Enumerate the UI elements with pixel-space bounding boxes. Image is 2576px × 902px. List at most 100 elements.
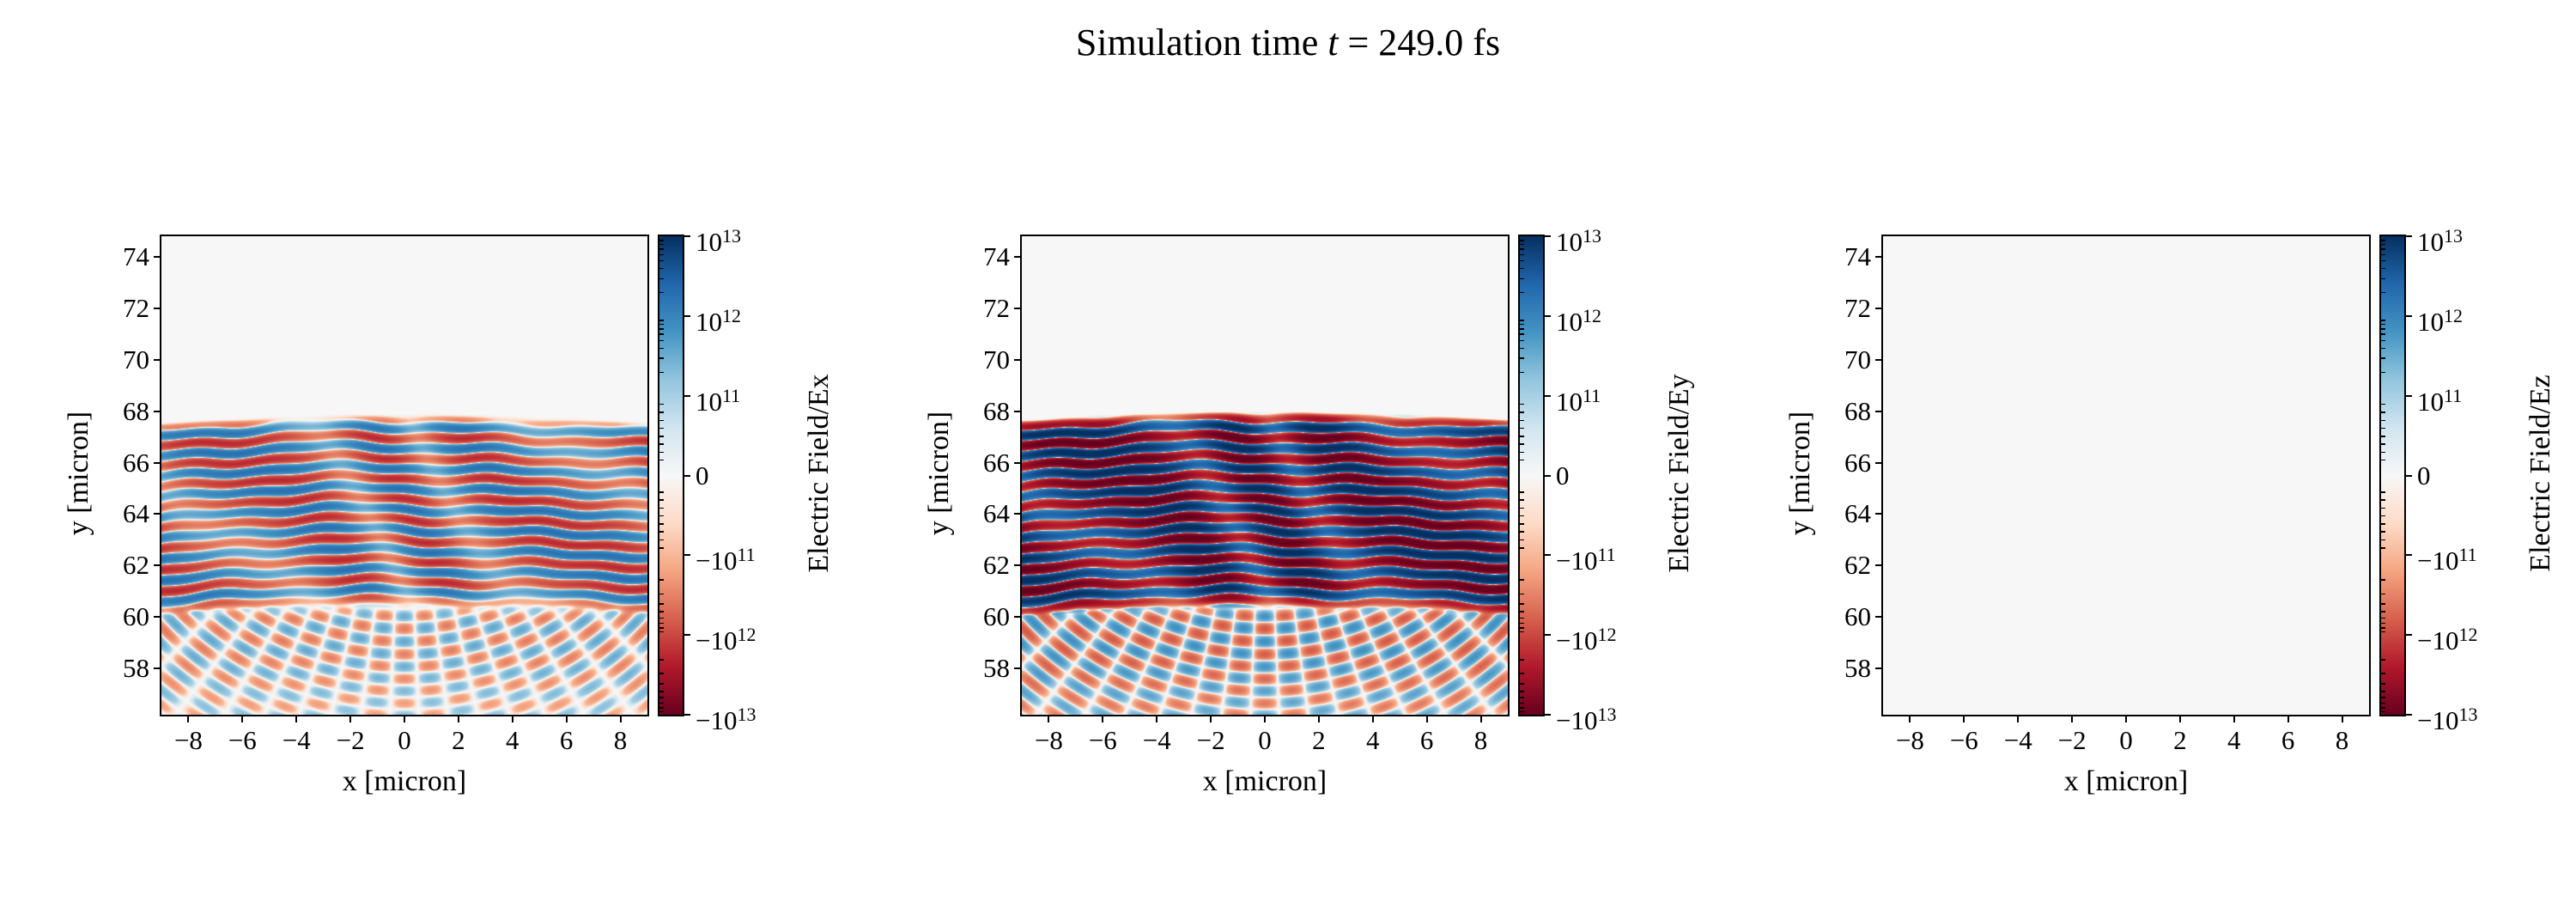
x-tick-label: 2 bbox=[1312, 725, 1326, 755]
colorbar-minor-tick bbox=[659, 248, 664, 250]
colorbar-minor-tick bbox=[2381, 411, 2385, 413]
x-tick-label: 4 bbox=[506, 725, 519, 755]
colorbar-tick-label: −1011 bbox=[1556, 544, 1616, 576]
colorbar-minor-tick bbox=[1520, 357, 1524, 359]
colorbar-minor-tick bbox=[2381, 339, 2385, 342]
colorbar-tick-label: −1011 bbox=[2417, 544, 2477, 576]
colorbar-tick-label: −1013 bbox=[696, 704, 756, 735]
colorbar-minor-tick bbox=[659, 523, 664, 525]
colorbar-minor-tick bbox=[2381, 593, 2385, 595]
colorbar-minor-tick bbox=[1520, 253, 1524, 256]
colorbar-minor-tick bbox=[659, 593, 664, 595]
colorbar-minor-tick bbox=[1520, 443, 1524, 445]
x-tick bbox=[241, 716, 244, 722]
colorbar-minor-tick bbox=[1520, 371, 1524, 374]
colorbar-minor-tick bbox=[2381, 622, 2385, 625]
colorbar-minor-tick bbox=[2381, 253, 2385, 256]
colorbar-minor-tick bbox=[1520, 459, 1524, 461]
colorbar-minor-tick bbox=[659, 710, 664, 713]
x-axis-label: x [micron] bbox=[1202, 765, 1327, 797]
colorbar-minor-tick bbox=[2381, 539, 2385, 541]
colorbar-major-tick bbox=[2406, 235, 2412, 237]
colorbar-minor-tick bbox=[2381, 707, 2385, 709]
colorbar-minor-tick bbox=[1520, 710, 1524, 713]
x-tick bbox=[2125, 716, 2127, 722]
colorbar-minor-tick bbox=[659, 603, 664, 605]
colorbar-minor-tick bbox=[659, 427, 664, 430]
colorbar-major-tick bbox=[1545, 714, 1551, 716]
y-tick bbox=[1875, 513, 1881, 515]
colorbar-major-tick bbox=[684, 714, 690, 716]
colorbar-minor-tick bbox=[2381, 515, 2385, 517]
tick-exponent: 11 bbox=[722, 384, 741, 406]
x-tick bbox=[619, 716, 622, 722]
x-tick-label: −6 bbox=[1949, 725, 1978, 755]
colorbar-minor-tick bbox=[659, 240, 664, 241]
tick-exponent: 12 bbox=[2458, 624, 2478, 646]
x-tick-label: −4 bbox=[282, 725, 311, 755]
colorbar-major-tick bbox=[2406, 554, 2412, 557]
x-tick-label: −2 bbox=[336, 725, 365, 755]
y-tick-label: 74 bbox=[983, 241, 1010, 271]
x-tick-label: 0 bbox=[2119, 725, 2133, 755]
y-tick-label: 68 bbox=[123, 395, 149, 426]
tick-exponent: 11 bbox=[2444, 384, 2463, 406]
colorbar-tick-label: 1012 bbox=[696, 304, 741, 337]
colorbar-minor-tick bbox=[2381, 277, 2385, 280]
colorbar-minor-tick bbox=[1520, 507, 1524, 509]
colorbar-minor-tick bbox=[1520, 603, 1524, 605]
colorbar-minor-tick bbox=[659, 547, 664, 549]
x-tick bbox=[295, 716, 298, 722]
colorbar-minor-tick bbox=[1520, 593, 1524, 595]
colorbar-minor-tick bbox=[1520, 631, 1524, 633]
y-tick bbox=[1014, 358, 1020, 361]
colorbar-tick-label: 0 bbox=[1556, 460, 1570, 491]
colorbar-tick-label: 0 bbox=[696, 460, 709, 491]
x-tick bbox=[1909, 716, 1911, 722]
colorbar-minor-tick bbox=[1520, 259, 1524, 262]
colorbar-minor-tick bbox=[659, 627, 664, 629]
colorbar-tick-label: 1012 bbox=[2417, 304, 2463, 337]
colorbar-minor-tick bbox=[2381, 673, 2385, 674]
colorbar-minor-tick bbox=[1520, 323, 1524, 326]
colorbar-minor-tick bbox=[659, 622, 664, 625]
colorbar-tick-label: 1013 bbox=[2417, 225, 2463, 257]
colorbar-major-tick bbox=[684, 314, 690, 317]
tick-exponent: 11 bbox=[1583, 384, 1601, 406]
tick-exponent: 12 bbox=[1583, 304, 1601, 326]
colorbar-minor-tick bbox=[1520, 277, 1524, 280]
x-tick-label: 0 bbox=[1258, 725, 1272, 755]
x-tick bbox=[2287, 716, 2289, 722]
colorbar-major-tick bbox=[684, 474, 690, 477]
colorbar-tick-label: 1011 bbox=[696, 384, 741, 417]
colorbar-major-tick bbox=[2406, 634, 2412, 637]
colorbar-minor-tick bbox=[2381, 611, 2385, 613]
colorbar-minor-tick bbox=[1520, 707, 1524, 709]
y-tick bbox=[1875, 410, 1881, 412]
colorbar-minor-tick bbox=[1520, 291, 1524, 294]
y-tick-label: 70 bbox=[123, 344, 149, 375]
colorbar-minor-tick bbox=[1520, 419, 1524, 422]
y-tick-label: 72 bbox=[983, 292, 1010, 323]
colorbar-minor-tick bbox=[659, 697, 664, 698]
colorbar-minor-tick bbox=[1520, 347, 1524, 350]
colorbar-minor-tick bbox=[659, 611, 664, 613]
figure-panel-ey: y [micron] x [micron] Electric Field/Ey … bbox=[917, 225, 1759, 853]
colorbar-minor-tick bbox=[1520, 491, 1524, 493]
y-tick bbox=[1875, 358, 1881, 361]
x-tick bbox=[349, 716, 352, 722]
colorbar-minor-tick bbox=[2381, 603, 2385, 605]
colorbar-minor-tick bbox=[659, 707, 664, 709]
colorbar-minor-tick bbox=[659, 459, 664, 461]
colorbar-minor-tick bbox=[659, 507, 664, 509]
colorbar-gradient bbox=[659, 236, 683, 715]
x-tick-label: −2 bbox=[1196, 725, 1225, 755]
colorbar-minor-tick bbox=[1520, 333, 1524, 335]
x-tick bbox=[511, 716, 513, 722]
tick-exponent: 12 bbox=[2444, 304, 2463, 326]
y-tick-label: 62 bbox=[983, 550, 1010, 581]
x-tick-label: 8 bbox=[613, 725, 628, 755]
y-tick-label: 66 bbox=[983, 447, 1010, 478]
colorbar-minor-tick bbox=[1520, 627, 1524, 629]
y-tick-label: 64 bbox=[983, 498, 1010, 529]
